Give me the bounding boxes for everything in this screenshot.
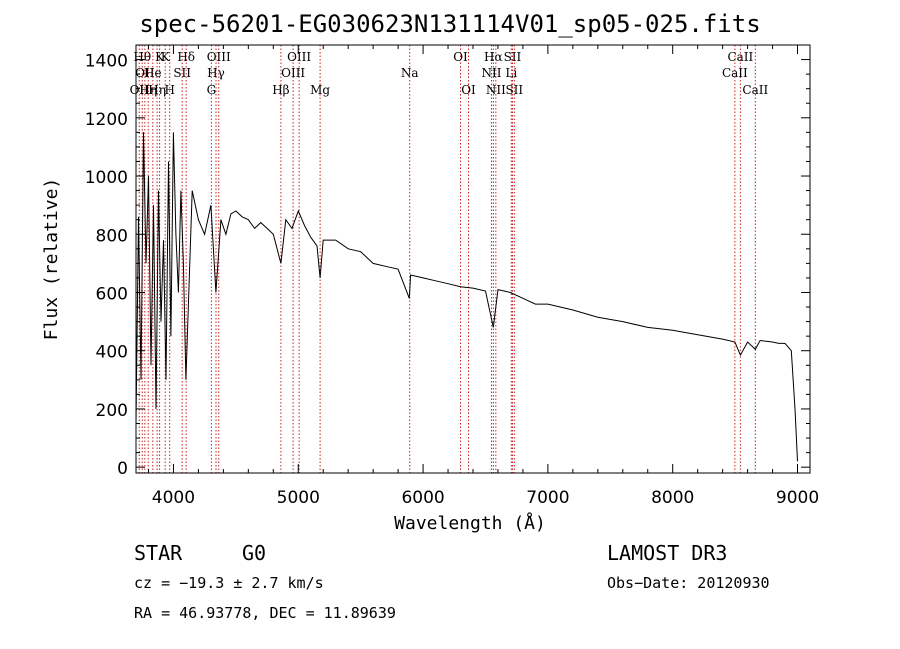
line-labels-layer: OIIHθOIIHηHeHηKKHSIIHδGHγOIIIHβOIIIOIIIM…	[130, 50, 769, 97]
spectral-line-label: NII	[486, 83, 506, 97]
object-class: STAR	[134, 541, 183, 565]
spectral-line-label: SII	[504, 50, 522, 64]
object-subclass: G0	[242, 541, 267, 565]
y-tick-label: 600	[96, 284, 128, 304]
spectral-line-label: OIII	[281, 66, 305, 80]
emission-lines-layer	[138, 45, 756, 473]
y-tick-label: 800	[96, 226, 128, 246]
x-tick-label: 5000	[277, 488, 320, 508]
chart-title: spec-56201-EG030623N131114V01_sp05-025.f…	[139, 10, 761, 38]
spectral-line-label: H	[164, 83, 174, 97]
spectral-line-label: SII	[505, 83, 523, 97]
spectral-line-label: K	[161, 50, 171, 64]
y-tick-label: 1000	[85, 168, 128, 188]
survey-name: LAMOST DR3	[607, 541, 728, 565]
spectral-line-label: Hδ	[177, 50, 195, 64]
spectral-line-label: SII	[173, 66, 191, 80]
spectral-line-label: G	[207, 83, 217, 97]
y-tick-label: 0	[117, 459, 128, 479]
y-tick-label: 200	[96, 401, 128, 421]
axis-ticks-layer: 4000 5000 6000 7000 8000 9000 0 200 400 600 800 100…	[85, 45, 819, 508]
spectrum-series-line	[135, 132, 798, 462]
x-tick-label: 9000	[776, 488, 819, 508]
spectral-line-label: CaII	[722, 66, 748, 80]
coordinates: RA = 46.93778, DEC = 11.89639	[134, 604, 396, 622]
obs-date: Obs−Date: 20120930	[607, 574, 770, 592]
spectral-line-label: OI	[461, 83, 476, 97]
spectral-line-label: Hθ	[133, 50, 151, 64]
x-tick-label: 7000	[526, 488, 569, 508]
spectral-line-label: Mg	[310, 83, 330, 97]
spectral-line-label: OIII	[207, 50, 231, 64]
plot-frame	[135, 44, 811, 474]
spectral-line-label: Hη	[148, 83, 166, 97]
spectral-line-label: NII	[481, 66, 501, 80]
spectral-line-label: OII	[130, 83, 150, 97]
spectral-line-label: K	[155, 50, 165, 64]
x-axis-label: Wavelength (Å)	[394, 512, 546, 534]
spectral-line-label: Li	[505, 66, 517, 80]
spectral-line-label: Hβ	[272, 83, 289, 97]
spectral-line-label: OII	[135, 66, 155, 80]
y-tick-label: 1200	[85, 110, 128, 130]
spectral-line-label: OIII	[287, 50, 311, 64]
y-tick-label: 1400	[85, 52, 128, 72]
y-tick-label: 400	[96, 343, 128, 363]
redshift-readout: cz = −19.3 ± 2.7 km/s	[134, 574, 324, 592]
spectral-line-label: CaII	[742, 83, 768, 97]
spectral-line-label: Hα	[484, 50, 503, 64]
x-tick-label: 6000	[401, 488, 444, 508]
spectral-line-label: CaII	[727, 50, 753, 64]
spectral-line-label: Hη	[139, 83, 157, 97]
spectral-line-label: Hγ	[207, 66, 225, 80]
spectral-line-label: OI	[453, 50, 468, 64]
y-axis-label: Flux (relative)	[41, 178, 62, 341]
spectral-line-label: Na	[401, 66, 419, 80]
x-tick-label: 8000	[651, 488, 694, 508]
spectral-line-label: He	[144, 66, 162, 80]
x-tick-label: 4000	[152, 488, 195, 508]
